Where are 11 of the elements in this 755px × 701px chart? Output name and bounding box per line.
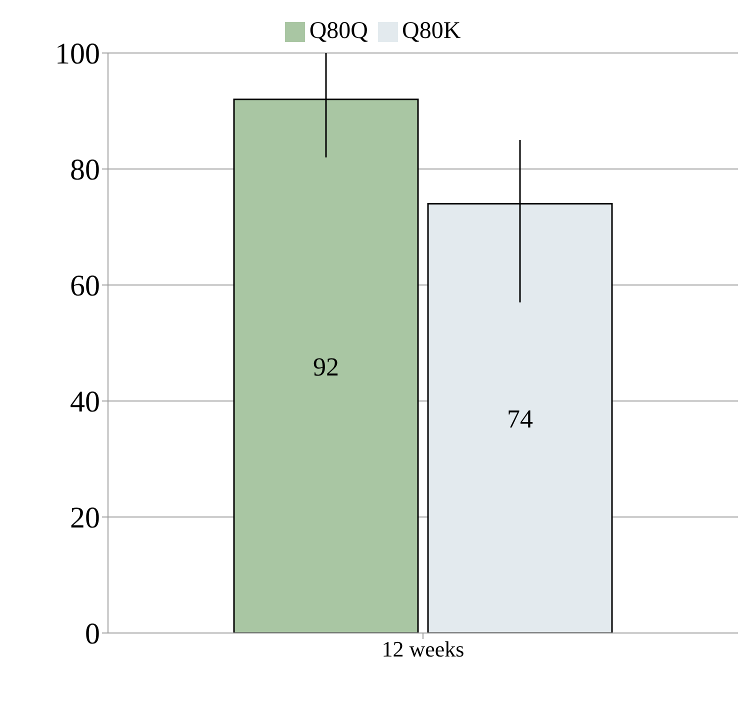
y-tick-label: 80	[70, 154, 100, 187]
y-tick-label: 60	[70, 270, 100, 303]
legend-label: Q80Q	[309, 18, 368, 44]
y-tick-label: 40	[70, 386, 100, 419]
y-tick-label: 0	[85, 618, 100, 651]
data-label: 92	[313, 352, 339, 382]
y-tick-label: 20	[70, 502, 100, 535]
y-tick-label: 100	[55, 38, 100, 71]
x-tick-label: 12 weeks	[382, 636, 464, 662]
legend-label: Q80K	[402, 18, 461, 44]
data-label: 74	[507, 404, 533, 434]
